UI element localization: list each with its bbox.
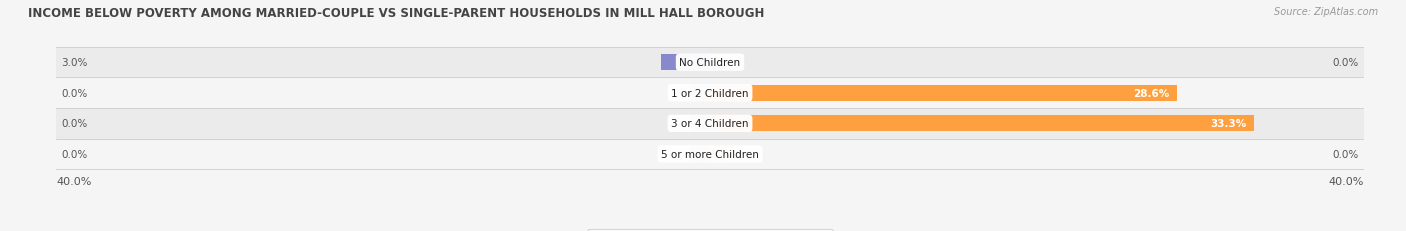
Legend: Married Couples, Single Parents: Married Couples, Single Parents [588, 229, 832, 231]
Bar [690, 146, 710, 162]
Text: 5 or more Children: 5 or more Children [661, 149, 759, 159]
Bar [661, 55, 710, 71]
Text: 0.0%: 0.0% [1333, 149, 1360, 159]
Text: 0.0%: 0.0% [60, 88, 87, 98]
Text: 0.0%: 0.0% [60, 149, 87, 159]
Text: 28.6%: 28.6% [1133, 88, 1170, 98]
Bar [690, 85, 710, 101]
Text: 3.0%: 3.0% [60, 58, 87, 68]
Bar [690, 116, 710, 132]
Bar [56, 48, 1364, 78]
Bar [56, 78, 1364, 109]
Text: 40.0%: 40.0% [1329, 176, 1364, 186]
Text: No Children: No Children [679, 58, 741, 68]
Bar [710, 116, 1254, 132]
Bar [710, 146, 730, 162]
Text: 1 or 2 Children: 1 or 2 Children [671, 88, 749, 98]
Text: 3 or 4 Children: 3 or 4 Children [671, 119, 749, 129]
Text: 40.0%: 40.0% [56, 176, 91, 186]
Bar [710, 55, 730, 71]
Text: 0.0%: 0.0% [60, 119, 87, 129]
Bar [56, 139, 1364, 170]
Text: 0.0%: 0.0% [1333, 58, 1360, 68]
Text: 33.3%: 33.3% [1211, 119, 1246, 129]
Text: INCOME BELOW POVERTY AMONG MARRIED-COUPLE VS SINGLE-PARENT HOUSEHOLDS IN MILL HA: INCOME BELOW POVERTY AMONG MARRIED-COUPL… [28, 7, 765, 20]
Bar [56, 109, 1364, 139]
Bar [710, 85, 1177, 101]
Text: Source: ZipAtlas.com: Source: ZipAtlas.com [1274, 7, 1378, 17]
